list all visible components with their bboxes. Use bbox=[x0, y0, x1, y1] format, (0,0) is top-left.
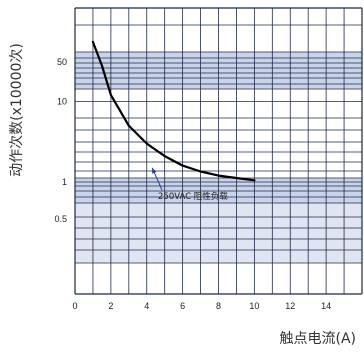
y-tick-label: 0.5 bbox=[54, 214, 67, 224]
y-tick-label: 50 bbox=[57, 57, 67, 67]
annotation-text: 250VAC 阻性负载 bbox=[158, 191, 228, 202]
x-tick-label: 14 bbox=[321, 301, 331, 311]
chart-series bbox=[91, 40, 256, 182]
x-tick-label: 2 bbox=[108, 301, 113, 311]
x-axis-label: 触点电流(A) bbox=[279, 331, 356, 347]
y-tick-label: 1 bbox=[62, 177, 67, 187]
x-tick-label: 4 bbox=[144, 301, 149, 311]
annotation-arrowhead bbox=[152, 167, 157, 174]
x-tick-label: 8 bbox=[216, 301, 221, 311]
x-tick-label: 0 bbox=[72, 301, 77, 311]
y-axis-label: 动作次数(x10000次) bbox=[9, 43, 25, 177]
annotation: 250VAC 阻性负载 bbox=[151, 167, 228, 202]
chart-grid bbox=[74, 7, 363, 295]
chart-ticks: 50 10 1 0.5 0 2 4 6 8 10 12 14 bbox=[54, 57, 331, 311]
x-tick-label: 10 bbox=[249, 301, 259, 311]
x-tick-label: 6 bbox=[180, 301, 185, 311]
y-tick-label: 10 bbox=[57, 97, 67, 107]
x-tick-label: 12 bbox=[285, 301, 295, 311]
series-line bbox=[91, 40, 256, 182]
